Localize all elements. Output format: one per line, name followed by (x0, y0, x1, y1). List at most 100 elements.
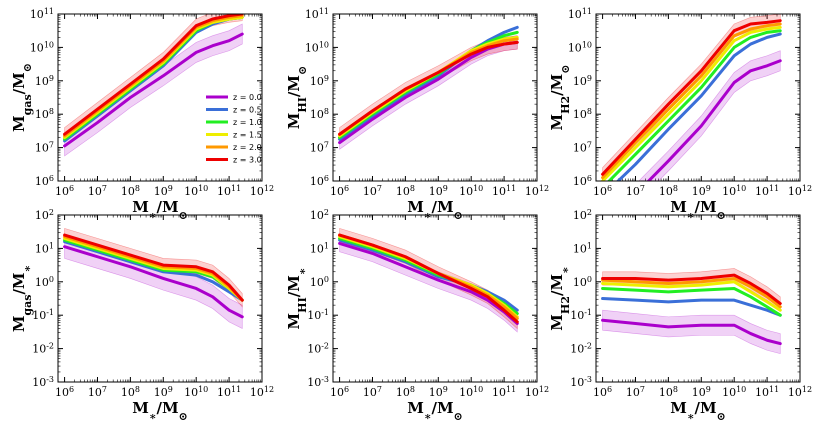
panel-fgas: 106 107 108 109 1010 1011 1012 10-3 10-2 10-1 100 1… (10, 208, 274, 423)
x-tick-label: 107 (88, 385, 107, 400)
axes-frame (595, 214, 801, 383)
x-tick-label: 107 (88, 184, 107, 199)
x-tick-label: 1010 (722, 385, 746, 400)
y-tick-label: 10-1 (32, 308, 54, 323)
panel-mh2: 106 107 108 109 1010 1011 1012 106 107 108 109 1010… (548, 7, 812, 222)
x-tick-label: 109 (429, 385, 448, 400)
y-tick-label: 101 (573, 241, 592, 256)
y-tick-label: 109 (310, 73, 329, 88)
y-tick-label: 100 (35, 274, 54, 289)
legend-label: z = 0.0 (233, 93, 262, 102)
y-tick-label: 101 (310, 241, 329, 256)
series-line-z05 (63, 240, 244, 302)
y-tick-label: 10-2 (570, 341, 592, 356)
plot-area (338, 25, 519, 150)
x-tick-label: 106 (55, 385, 74, 400)
legend-label: z = 1.0 (233, 118, 262, 127)
x-tick-label: 107 (626, 184, 645, 199)
legend-label: z = 2.0 (233, 143, 262, 152)
series-line-z3 (601, 19, 782, 176)
y-axis-label: Mgas/M⊙ (10, 63, 34, 132)
y-tick-label: 108 (35, 107, 54, 122)
x-tick-label: 108 (396, 385, 415, 400)
y-tick-label: 1010 (30, 40, 54, 55)
x-axis-label: M∗/M⊙ (670, 198, 726, 222)
y-tick-label: 100 (310, 274, 329, 289)
y-tick-label: 10-2 (32, 341, 54, 356)
y-tick-label: 107 (573, 140, 592, 155)
x-tick-label: 106 (55, 184, 74, 199)
y-tick-label: 102 (310, 208, 329, 223)
series-line-z2 (601, 22, 782, 180)
y-axis-label: MH2/M⊙ (548, 65, 572, 131)
y-tick-label: 109 (573, 73, 592, 88)
axes-frame (332, 13, 538, 182)
y-tick-label: 10-1 (570, 308, 592, 323)
series-line-z15 (601, 280, 782, 312)
y-tick-label: 1011 (30, 7, 54, 22)
x-axis-label: M∗/M⊙ (132, 399, 188, 423)
y-tick-label: 108 (310, 107, 329, 122)
x-tick-label: 108 (121, 385, 140, 400)
x-tick-label: 107 (363, 184, 382, 199)
panel-mgas: 106 107 108 109 1010 1011 1012 106 107 108 109 1010… (10, 7, 274, 222)
x-tick-label: 1011 (492, 184, 516, 199)
y-tick-label: 100 (573, 274, 592, 289)
y-tick-label: 106 (573, 174, 592, 189)
series-line-z3 (338, 40, 519, 136)
series-line-z05 (601, 297, 782, 317)
y-tick-label: 102 (35, 208, 54, 223)
y-axis-label: MHI/M⊙ (285, 66, 309, 129)
y-tick-label: 109 (35, 73, 54, 88)
x-axis-label: M∗/M⊙ (670, 399, 726, 423)
plot-area (338, 227, 519, 333)
y-tick-label: 102 (573, 208, 592, 223)
x-tick-label: 1012 (525, 184, 549, 199)
x-tick-label: 1011 (217, 184, 241, 199)
panel-fh2: 106 107 108 109 1010 1011 1012 10-3 10-2 10-1 100 1… (548, 208, 812, 423)
y-tick-label: 10-3 (570, 375, 592, 390)
series-line-z2 (601, 276, 782, 309)
x-tick-label: 108 (659, 385, 678, 400)
x-tick-label: 1012 (788, 385, 812, 400)
x-tick-label: 1010 (459, 385, 483, 400)
x-tick-label: 1010 (184, 385, 208, 400)
x-tick-label: 108 (121, 184, 140, 199)
x-tick-label: 109 (692, 385, 711, 400)
series-line-z1 (607, 29, 782, 181)
y-tick-label: 107 (310, 140, 329, 155)
x-axis-label: M∗/M⊙ (407, 198, 463, 222)
y-tick-label: 10-3 (32, 375, 54, 390)
y-tick-label: 10-1 (307, 308, 329, 323)
y-tick-label: 1011 (305, 7, 329, 22)
x-tick-label: 1010 (184, 184, 208, 199)
series-line-z0 (338, 241, 519, 326)
x-tick-label: 1011 (755, 385, 779, 400)
x-tick-label: 109 (154, 184, 173, 199)
series-line-z15 (601, 25, 782, 181)
x-tick-label: 108 (396, 184, 415, 199)
axes-frame (57, 214, 263, 383)
axes-frame (595, 13, 801, 182)
x-tick-label: 1010 (722, 184, 746, 199)
x-tick-label: 1011 (492, 385, 516, 400)
y-tick-label: 1010 (568, 40, 592, 55)
plot-area (63, 227, 244, 330)
y-axis-label: MHI/M∗ (285, 268, 309, 330)
x-axis-label: M∗/M⊙ (407, 399, 463, 423)
axes-frame (332, 214, 538, 383)
y-axis-label: MH2/M∗ (548, 266, 572, 330)
y-tick-label: 10-2 (307, 341, 329, 356)
x-tick-label: 1011 (755, 184, 779, 199)
scatter-band-z0 (602, 309, 781, 354)
x-tick-label: 107 (626, 385, 645, 400)
x-tick-label: 1012 (788, 184, 812, 199)
legend-label: z = 0.5 (233, 106, 262, 115)
series-line-z3 (338, 233, 519, 324)
legend: z = 0.0 z = 0.5 z = 1.0 z = 1.5 z = 2.0 z = 3… (206, 93, 262, 165)
y-tick-label: 101 (35, 241, 54, 256)
panel-fhi: 106 107 108 109 1010 1011 1012 10-3 10-2 10-1 100 1… (285, 208, 549, 423)
series-line-z3 (63, 233, 244, 302)
series-line-z0 (601, 318, 782, 346)
